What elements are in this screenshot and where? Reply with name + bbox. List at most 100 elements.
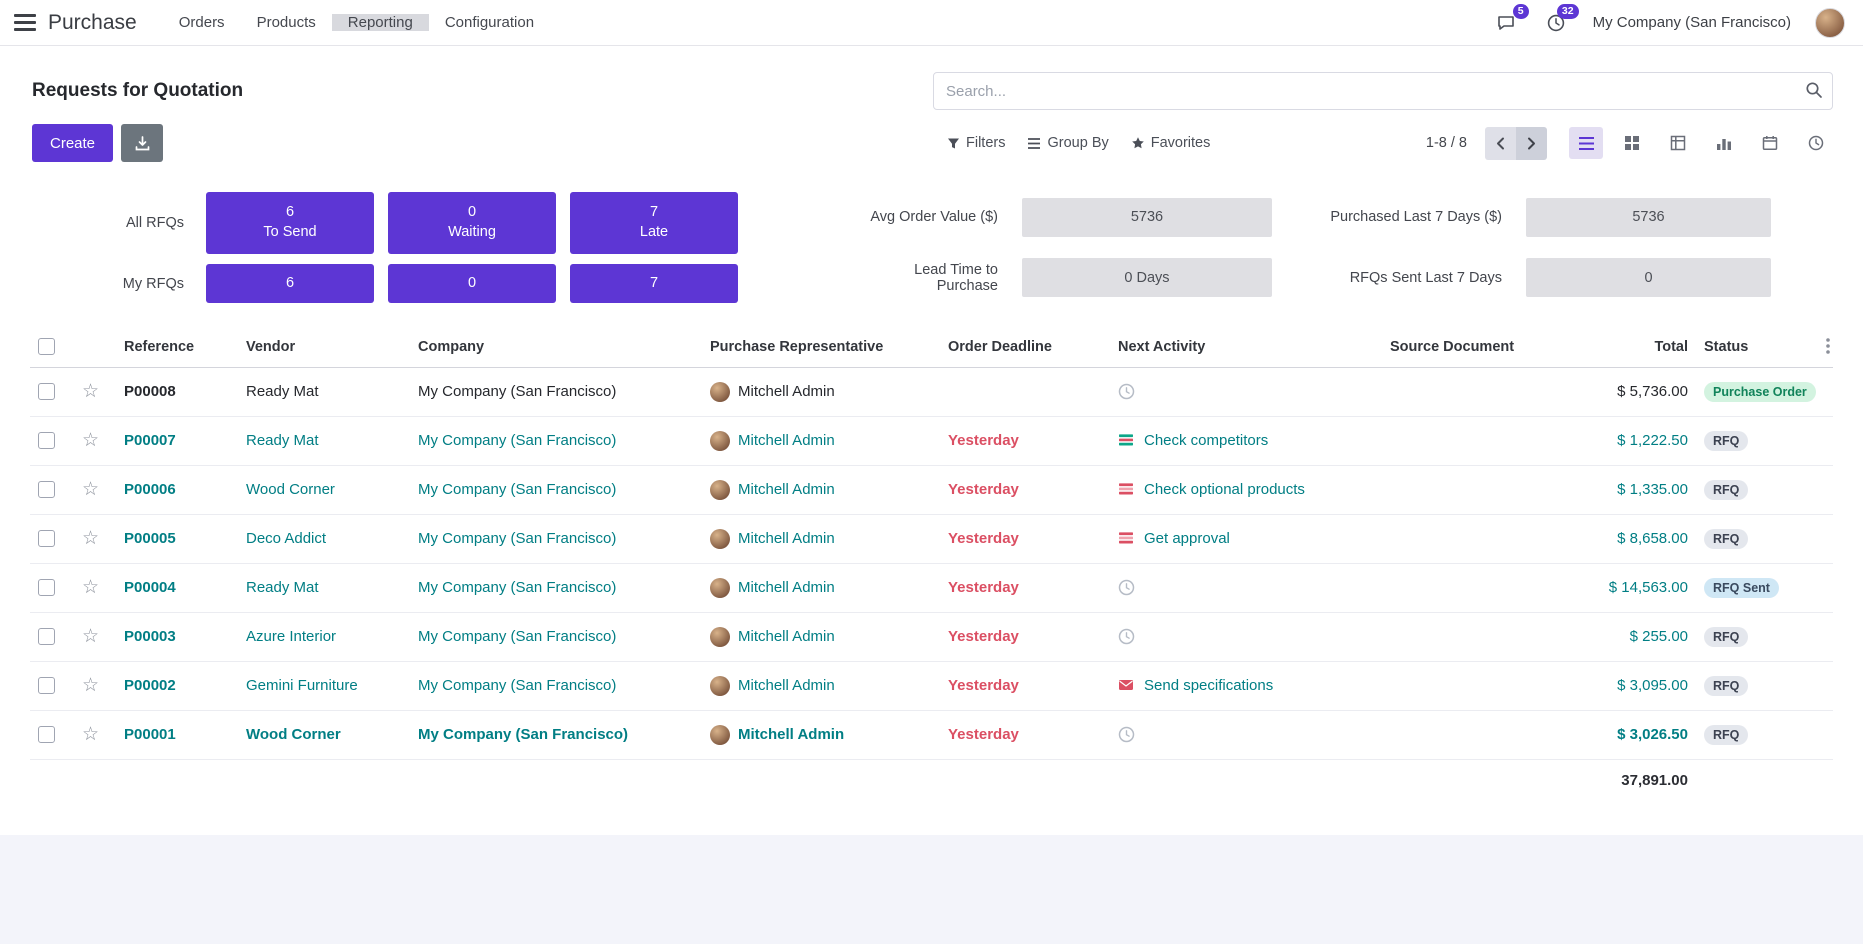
all-waiting-button[interactable]: 0 Waiting — [388, 192, 556, 254]
search-icon[interactable] — [1805, 81, 1823, 99]
row-activity[interactable]: Get approval — [1144, 530, 1230, 547]
table-row[interactable]: ☆ P00001 Wood Corner My Company (San Fra… — [30, 710, 1833, 760]
header-source[interactable]: Source Document — [1382, 327, 1568, 368]
graph-view-button[interactable] — [1707, 127, 1741, 159]
header-deadline[interactable]: Order Deadline — [940, 327, 1110, 368]
column-options-icon[interactable] — [1825, 337, 1831, 355]
company-switcher[interactable]: My Company (San Francisco) — [1592, 14, 1791, 31]
pager-next-button[interactable] — [1516, 126, 1547, 160]
my-waiting-button[interactable]: 0 — [388, 264, 556, 303]
status-badge: RFQ — [1704, 724, 1749, 745]
rfqs-sent-last-7-days[interactable]: 0 — [1526, 258, 1771, 298]
clock-activity-icon — [1118, 579, 1135, 596]
favorite-star-icon[interactable]: ☆ — [82, 381, 100, 402]
favorite-star-icon[interactable]: ☆ — [82, 626, 100, 647]
all-to-send-button[interactable]: 6 To Send — [206, 192, 374, 254]
table-row[interactable]: ☆ P00005 Deco Addict My Company (San Fra… — [30, 514, 1833, 564]
messages-icon[interactable]: 5 — [1493, 3, 1529, 36]
favorite-star-icon[interactable]: ☆ — [82, 528, 100, 549]
row-checkbox[interactable] — [38, 677, 55, 695]
group-by-button[interactable]: Group By — [1027, 135, 1109, 151]
header-total[interactable]: Total — [1568, 327, 1696, 368]
menu-products[interactable]: Products — [256, 14, 316, 31]
table-footer-row: 37,891.00 — [30, 759, 1833, 801]
status-badge: RFQ — [1704, 626, 1749, 647]
header-status[interactable]: Status — [1696, 327, 1833, 368]
my-to-send-button[interactable]: 6 — [206, 264, 374, 303]
row-company: My Company (San Francisco) — [418, 481, 617, 498]
header-activity[interactable]: Next Activity — [1110, 327, 1382, 368]
row-activity[interactable]: Check competitors — [1144, 432, 1269, 449]
user-avatar[interactable] — [1815, 7, 1845, 38]
menu-reporting[interactable]: Reporting — [331, 14, 429, 31]
header-company[interactable]: Company — [410, 327, 702, 368]
pivot-view-button[interactable] — [1661, 127, 1695, 159]
calendar-view-button[interactable] — [1753, 127, 1787, 159]
table-header-row: Reference Vendor Company Purchase Repres… — [30, 327, 1833, 368]
activity-icon[interactable] — [1118, 530, 1135, 547]
next-activity-cell[interactable]: Send specifications — [1118, 662, 1374, 710]
dashboard-view-button[interactable] — [1799, 127, 1833, 159]
activity-icon[interactable] — [1118, 628, 1135, 645]
favorite-star-icon[interactable]: ☆ — [82, 724, 100, 745]
table-row[interactable]: ☆ P00002 Gemini Furniture My Company (Sa… — [30, 661, 1833, 711]
search-input[interactable] — [933, 72, 1833, 110]
header-vendor[interactable]: Vendor — [238, 327, 410, 368]
next-activity-cell[interactable] — [1118, 368, 1374, 416]
activity-icon[interactable] — [1118, 383, 1135, 400]
filters-button[interactable]: Filters — [947, 135, 1005, 151]
activity-icon[interactable] — [1118, 726, 1135, 743]
header-representative[interactable]: Purchase Representative — [702, 327, 940, 368]
activity-icon[interactable] — [1118, 579, 1135, 596]
star-icon — [1131, 137, 1144, 149]
next-activity-cell[interactable] — [1118, 564, 1374, 612]
activities-clock-icon[interactable]: 32 — [1543, 3, 1579, 36]
menu-orders[interactable]: Orders — [178, 14, 225, 31]
row-checkbox[interactable] — [38, 481, 55, 499]
row-checkbox[interactable] — [38, 530, 55, 548]
row-checkbox[interactable] — [38, 579, 55, 597]
favorite-star-icon[interactable]: ☆ — [82, 675, 100, 696]
export-button[interactable] — [121, 124, 164, 162]
avg-order-value[interactable]: 5736 — [1022, 197, 1272, 237]
row-activity[interactable]: Check optional products — [1144, 481, 1305, 498]
all-late-button[interactable]: 7 Late — [570, 192, 738, 254]
row-checkbox[interactable] — [38, 628, 55, 646]
menu-configuration[interactable]: Configuration — [444, 14, 535, 31]
table-row[interactable]: ☆ P00007 Ready Mat My Company (San Franc… — [30, 416, 1833, 466]
row-vendor: Wood Corner — [246, 726, 341, 743]
apps-menu-icon[interactable] — [14, 14, 36, 31]
my-late-button[interactable]: 7 — [570, 264, 738, 303]
next-activity-cell[interactable]: Get approval — [1118, 515, 1374, 563]
list-view-button[interactable] — [1569, 127, 1603, 159]
app-name[interactable]: Purchase — [48, 10, 137, 34]
row-checkbox[interactable] — [38, 432, 55, 450]
table-row[interactable]: ☆ P00004 Ready Mat My Company (San Franc… — [30, 563, 1833, 613]
favorites-button[interactable]: Favorites — [1131, 135, 1210, 151]
row-activity[interactable]: Send specifications — [1144, 677, 1274, 694]
favorite-star-icon[interactable]: ☆ — [82, 479, 100, 500]
pager-previous-button[interactable] — [1485, 126, 1516, 160]
row-checkbox[interactable] — [38, 726, 55, 744]
favorite-star-icon[interactable]: ☆ — [82, 577, 100, 598]
table-row[interactable]: ☆ P00006 Wood Corner My Company (San Fra… — [30, 465, 1833, 515]
activity-icon[interactable] — [1118, 432, 1135, 449]
header-reference[interactable]: Reference — [116, 327, 238, 368]
create-button[interactable]: Create — [32, 124, 114, 162]
table-row[interactable]: ☆ P00003 Azure Interior My Company (San … — [30, 612, 1833, 662]
favorite-star-icon[interactable]: ☆ — [82, 430, 100, 451]
next-activity-cell[interactable] — [1118, 711, 1374, 759]
row-checkbox[interactable] — [38, 383, 55, 401]
next-activity-cell[interactable] — [1118, 613, 1374, 661]
purchased-last-7-days-label: Purchased Last 7 Days ($) — [1330, 209, 1502, 226]
representative-avatar — [710, 528, 730, 549]
next-activity-cell[interactable]: Check optional products — [1118, 466, 1374, 514]
activity-icon[interactable] — [1118, 677, 1135, 694]
select-all-checkbox[interactable] — [38, 338, 55, 356]
kanban-view-button[interactable] — [1615, 127, 1649, 159]
lead-time-value[interactable]: 0 Days — [1022, 258, 1272, 298]
table-row[interactable]: ☆ P00008 Ready Mat My Company (San Franc… — [30, 367, 1833, 417]
activity-icon[interactable] — [1118, 481, 1135, 498]
next-activity-cell[interactable]: Check competitors — [1118, 417, 1374, 465]
purchased-last-7-days[interactable]: 5736 — [1526, 197, 1771, 237]
